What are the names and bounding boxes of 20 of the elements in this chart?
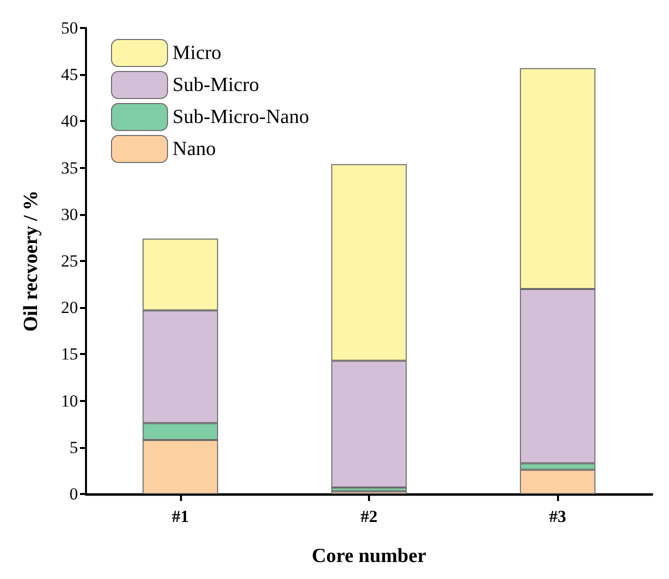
x-axis-title: Core number [312, 545, 426, 567]
y-tick-label: 25 [61, 252, 78, 270]
x-tick-label: #2 [360, 507, 378, 526]
y-tick-label: 5 [70, 438, 78, 457]
x-tick-label: #1 [172, 507, 189, 526]
x-tick-label: #3 [549, 507, 566, 526]
y-tick-label: 0 [70, 484, 78, 504]
y-tick-label: 30 [61, 204, 78, 224]
legend-label: Micro [172, 42, 222, 64]
y-tick-label: 10 [61, 391, 78, 410]
y-tick-label: 45 [61, 65, 78, 84]
y-tick-label: 20 [61, 298, 78, 318]
y-tick-label: 35 [61, 158, 78, 178]
y-axis-title: Oil recvoery / % [20, 190, 42, 332]
legend-label: Sub-Micro [172, 74, 260, 96]
legend-label: Nano [172, 138, 216, 160]
y-tick-label: 15 [61, 344, 78, 364]
y-tick-label: 40 [61, 112, 78, 131]
y-tick-label: 50 [61, 18, 78, 38]
legend-label: Sub-Micro-Nano [172, 106, 310, 128]
